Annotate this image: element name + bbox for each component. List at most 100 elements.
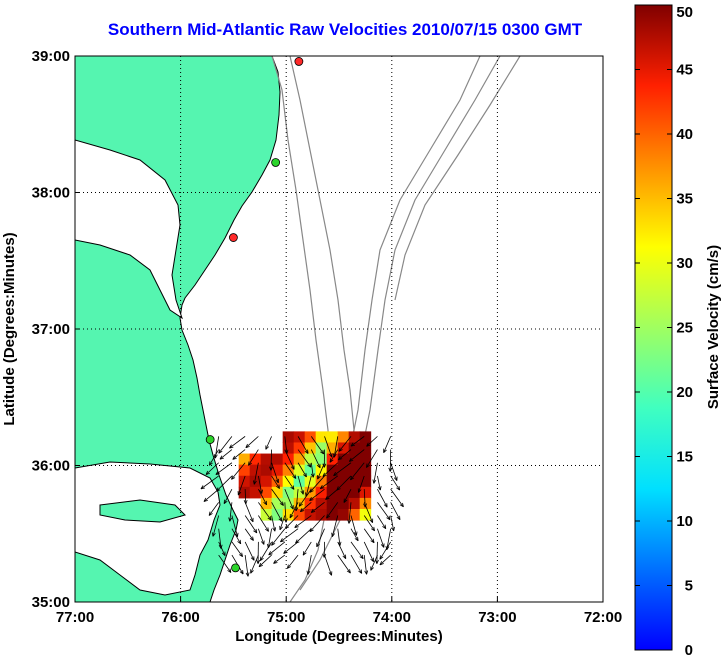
velocity-arrow-head	[317, 476, 321, 480]
velocity-arrow	[287, 554, 299, 569]
velocity-arrow-head	[325, 495, 328, 500]
velocity-cell	[238, 453, 251, 466]
velocity-arrow-head	[402, 502, 404, 507]
velocity-cell	[293, 431, 306, 443]
velocity-arrow-head	[209, 462, 213, 466]
velocity-arrow-head	[386, 517, 391, 521]
velocity-arrow	[284, 502, 287, 523]
velocity-arrow-head	[366, 442, 369, 447]
velocity-arrow	[324, 436, 333, 458]
velocity-arrow-head	[280, 538, 283, 543]
colorbar-tick-label: 25	[676, 320, 693, 337]
velocity-arrow-head	[299, 503, 303, 507]
colorbar-tick-label: 30	[676, 255, 693, 272]
velocity-arrow-head	[346, 570, 351, 574]
velocity-arrow	[258, 502, 272, 521]
velocity-arrow	[390, 475, 401, 491]
velocity-field	[200, 431, 404, 577]
velocity-arrow	[237, 475, 246, 496]
velocity-arrow-head	[338, 458, 343, 461]
velocity-cell	[260, 475, 273, 488]
station-marker	[205, 435, 215, 444]
colorbar-label: Surface Velocity (cm/s)	[705, 245, 722, 409]
velocity-arrow	[324, 554, 332, 576]
velocity-arrow-head	[219, 457, 224, 460]
x-tick-label: 77:00	[56, 609, 94, 626]
velocity-arrow-head	[309, 490, 314, 493]
velocity-arrow-head	[253, 530, 258, 534]
velocity-arrow-head	[253, 480, 257, 485]
velocity-arrow-head	[294, 474, 297, 479]
velocity-arrow	[297, 449, 312, 468]
velocity-arrow-head	[265, 528, 269, 532]
velocity-arrow-head	[364, 570, 367, 575]
velocity-arrow-head	[283, 551, 288, 554]
velocity-cell	[315, 497, 328, 510]
velocity-arrow-head	[337, 456, 341, 460]
velocity-arrow	[271, 488, 284, 506]
velocity-arrow-head	[366, 570, 369, 575]
velocity-arrow-head	[269, 466, 272, 471]
velocity-arrow-head	[286, 449, 289, 454]
velocity-arrow	[284, 462, 297, 479]
velocity-arrow-head	[350, 475, 352, 480]
velocity-arrow-head	[369, 519, 373, 523]
velocity-arrow	[326, 502, 339, 519]
station-marker	[271, 158, 281, 167]
velocity-arrow	[363, 528, 375, 543]
velocity-cell	[282, 464, 295, 477]
velocity-arrow-head	[358, 570, 362, 574]
velocity-arrow-head	[393, 526, 395, 531]
velocity-arrow-head	[273, 562, 278, 564]
velocity-arrow	[205, 462, 219, 475]
velocity-arrow	[390, 502, 401, 520]
velocity-arrow-head	[388, 515, 391, 520]
velocity-arrow-head	[287, 566, 292, 569]
velocity-arrow	[317, 462, 325, 480]
velocity-arrow	[383, 436, 392, 453]
velocity-cell	[304, 442, 317, 455]
velocity-arrow-head	[305, 472, 307, 477]
velocity-arrow	[379, 541, 392, 560]
velocity-arrow-head	[252, 480, 255, 485]
velocity-cell	[315, 442, 328, 455]
y-tick-label: 38:00	[32, 185, 70, 202]
velocity-arrow-head	[396, 487, 400, 491]
colorbar-tick-label: 40	[676, 126, 693, 143]
velocity-arrow	[209, 449, 220, 466]
chesapeake-bay	[75, 139, 183, 320]
velocity-cell	[348, 464, 361, 477]
velocity-arrow-head	[391, 527, 395, 532]
velocity-arrow-head	[306, 570, 309, 575]
velocity-cell	[260, 453, 273, 466]
x-tick-label: 74:00	[373, 609, 411, 626]
velocity-arrow-head	[389, 467, 393, 472]
velocity-arrow-head	[320, 451, 324, 455]
map-title: Southern Mid-Atlantic Raw Velocities 201…	[107, 20, 583, 39]
velocity-cell	[282, 497, 295, 510]
velocity-arrow	[244, 515, 258, 534]
velocity-arrow-head	[289, 515, 294, 519]
velocity-arrow-head	[399, 504, 404, 508]
velocity-arrow-head	[294, 523, 298, 528]
velocity-arrow	[376, 541, 378, 564]
velocity-arrow-head	[300, 490, 304, 495]
velocity-cell	[293, 464, 306, 477]
velocity-arrow-head	[360, 569, 363, 574]
velocity-arrow-head	[265, 446, 269, 450]
velocity-arrow-head	[295, 539, 298, 544]
velocity-arrow-head	[339, 541, 342, 546]
velocity-arrow	[295, 528, 312, 544]
velocity-arrow	[329, 449, 339, 463]
velocity-arrow-head	[350, 444, 355, 447]
velocity-arrow	[302, 541, 312, 556]
velocity-arrow	[377, 488, 388, 508]
velocity-arrow-head	[258, 564, 263, 568]
velocity-cell	[326, 509, 339, 521]
bathymetry-line	[271, 56, 331, 602]
velocity-cell	[326, 486, 339, 499]
velocity-arrow-head	[298, 502, 301, 507]
velocity-arrow-head	[329, 458, 332, 463]
velocity-arrow-head	[283, 518, 287, 523]
velocity-arrow-head	[396, 516, 401, 521]
